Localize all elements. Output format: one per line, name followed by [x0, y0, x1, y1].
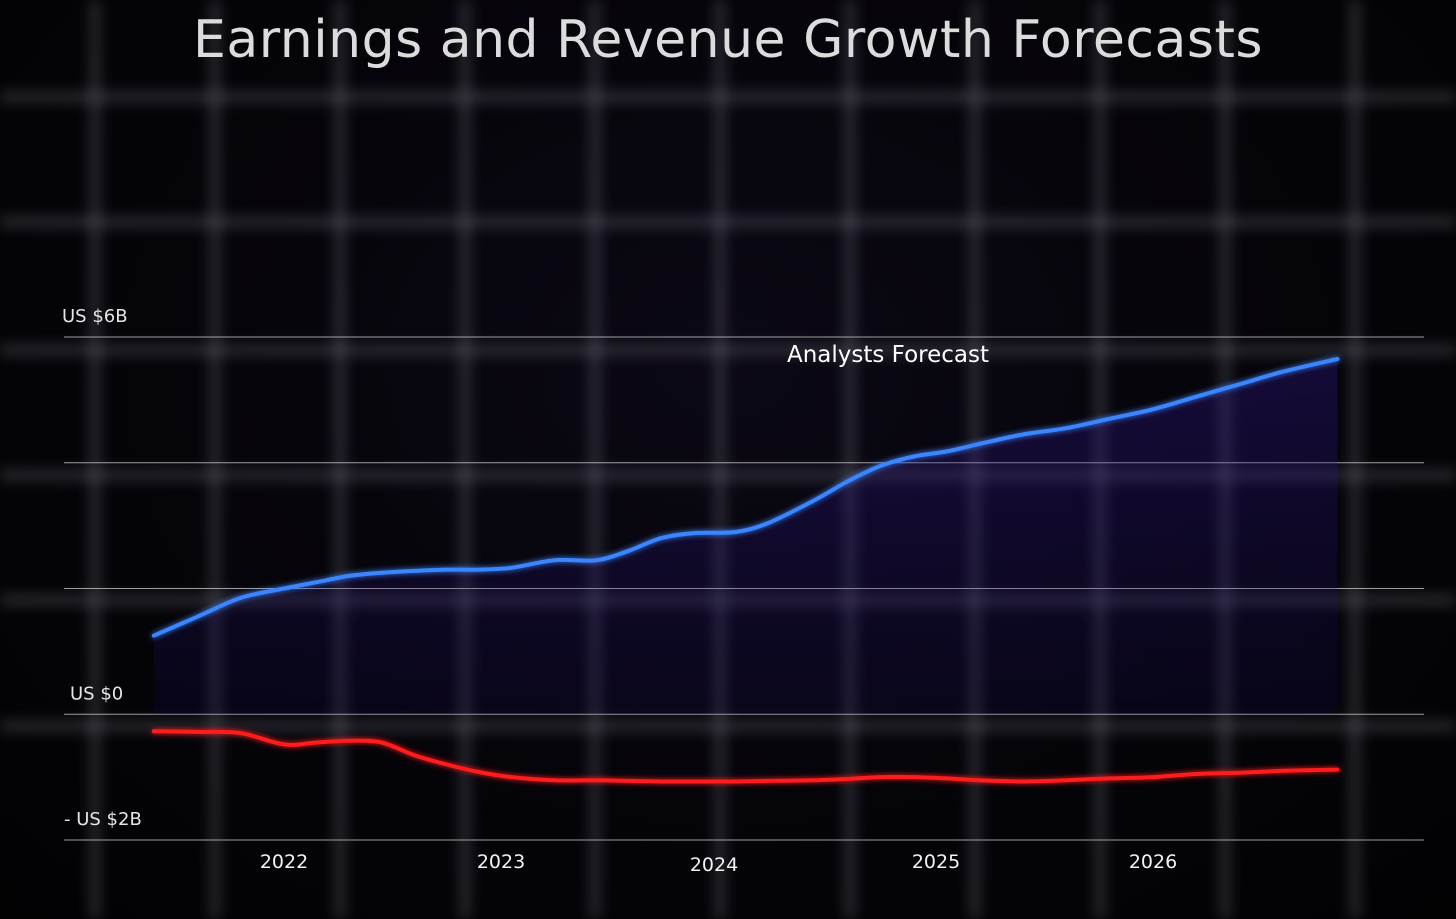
earnings-point-19: [845, 777, 849, 781]
earnings-point-13: [627, 779, 631, 783]
earnings-point-15: [691, 780, 695, 784]
analysts-forecast-label: Analysts Forecast: [787, 342, 989, 368]
earnings-point-14: [659, 780, 663, 784]
revenue-point-8: [445, 568, 449, 572]
revenue-point-17: [768, 521, 772, 525]
earnings-point-28: [1194, 772, 1198, 776]
revenue-point-21: [912, 455, 916, 459]
revenue-area: [153, 359, 1338, 715]
earnings-point-30: [1281, 769, 1285, 773]
revenue-point-14: [659, 536, 663, 540]
earnings-point-20: [879, 775, 883, 779]
earnings-point-24: [1021, 780, 1025, 784]
earnings-point-0: [152, 729, 156, 733]
revenue-point-29: [1238, 382, 1242, 386]
revenue-point-6: [380, 571, 384, 575]
earnings-point-21: [912, 775, 916, 779]
earnings-point-4: [315, 741, 319, 745]
chart-title: Earnings and Revenue Growth Forecasts: [193, 10, 1263, 70]
revenue-point-31: [1335, 357, 1339, 361]
revenue-point-13: [627, 549, 631, 553]
earnings-point-6: [380, 741, 384, 745]
earnings-point-9: [477, 770, 481, 774]
revenue-point-4: [315, 580, 319, 584]
ytick-label-4: - US $2B: [64, 809, 142, 830]
xtick-label-2022: 2022: [260, 851, 308, 873]
revenue-point-30: [1281, 370, 1285, 374]
ytick-label-0: US $6B: [62, 306, 128, 327]
earnings-point-27: [1151, 775, 1155, 779]
revenue-point-2: [239, 596, 243, 600]
revenue-point-24: [1021, 433, 1025, 437]
revenue-point-12: [595, 558, 599, 562]
revenue-point-23: [977, 442, 981, 446]
earnings-point-3: [282, 742, 286, 746]
revenue-point-18: [812, 499, 816, 503]
earnings-point-1: [195, 730, 199, 734]
earnings-point-8: [445, 763, 449, 767]
revenue-point-10: [510, 566, 514, 570]
revenue-point-27: [1151, 407, 1155, 411]
earnings-point-7: [412, 753, 416, 757]
revenue-point-26: [1108, 417, 1112, 421]
earnings-point-10: [510, 775, 514, 779]
xtick-label-2026: 2026: [1129, 851, 1177, 873]
earnings-point-25: [1064, 778, 1068, 782]
revenue-point-9: [477, 568, 481, 572]
xtick-label-2024: 2024: [690, 854, 738, 876]
earnings-point-5: [347, 739, 351, 743]
revenue-point-25: [1064, 426, 1068, 430]
earnings-point-29: [1238, 771, 1242, 775]
revenue-point-15: [691, 531, 695, 535]
revenue-point-22: [945, 449, 949, 453]
revenue-point-5: [347, 574, 351, 578]
xtick-label-2025: 2025: [912, 851, 960, 873]
earnings-point-26: [1108, 776, 1112, 780]
earnings-point-17: [768, 779, 772, 783]
earnings-point-23: [977, 778, 981, 782]
earnings-point-16: [734, 780, 738, 784]
revenue-point-3: [282, 587, 286, 591]
earnings-point-31: [1335, 768, 1339, 772]
earnings-line: [151, 729, 1340, 784]
earnings-point-22: [945, 776, 949, 780]
revenue-point-16: [734, 530, 738, 534]
earnings-point-18: [812, 778, 816, 782]
revenue-line: [151, 357, 1340, 638]
ytick-label-3: US $0: [70, 683, 123, 704]
revenue-point-1: [195, 615, 199, 619]
revenue-point-7: [412, 569, 416, 573]
revenue-point-20: [879, 464, 883, 468]
earnings-point-12: [595, 778, 599, 782]
revenue-point-28: [1194, 395, 1198, 399]
revenue-point-11: [552, 558, 556, 562]
revenue-point-0: [152, 634, 156, 638]
earnings-point-2: [239, 731, 243, 735]
xtick-label-2023: 2023: [477, 851, 525, 873]
earnings-point-11: [552, 778, 556, 782]
revenue-point-19: [845, 480, 849, 484]
